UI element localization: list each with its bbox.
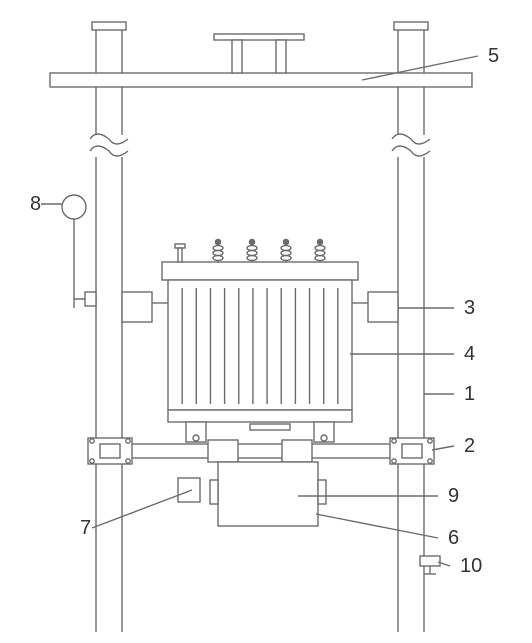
callout-label: 5 <box>488 45 499 67</box>
callout-label: 7 <box>80 517 91 539</box>
callout-label: 9 <box>448 485 459 507</box>
callout-label: 1 <box>464 383 475 405</box>
technical-diagram: 5 8 3 4 1 2 9 610 7 <box>0 0 532 643</box>
callout-label: 10 <box>460 555 482 577</box>
callout-label: 8 <box>30 193 41 215</box>
callout-label: 3 <box>464 297 475 319</box>
callout-label: 4 <box>464 343 475 365</box>
callout-label: 2 <box>464 435 475 457</box>
callout-label: 6 <box>448 527 459 549</box>
